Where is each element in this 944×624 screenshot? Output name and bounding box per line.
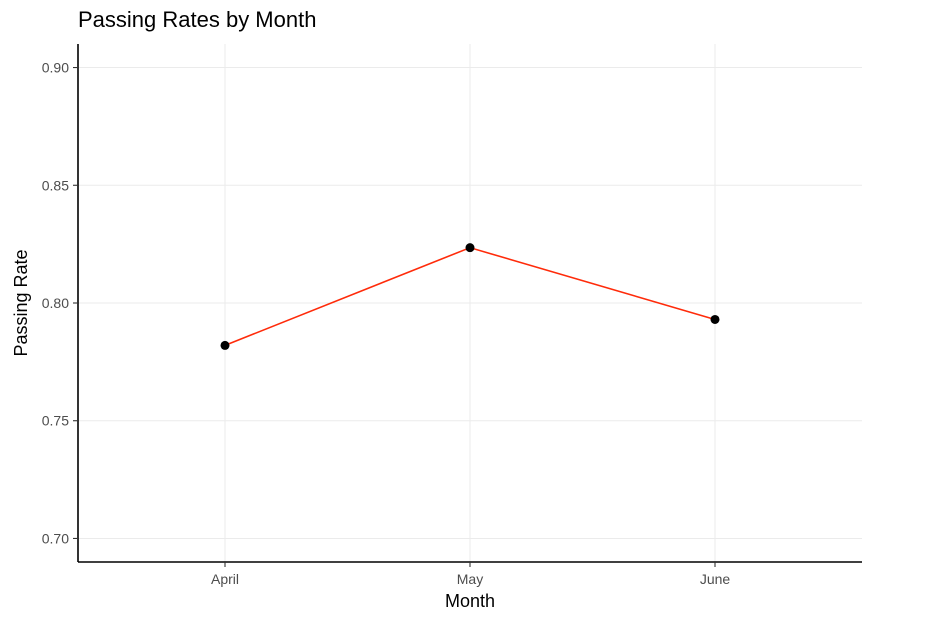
y-ticks: 0.70 0.75 0.80 0.85 0.90	[42, 60, 78, 546]
x-axis-title: Month	[445, 591, 495, 611]
y-axis-title: Passing Rate	[11, 249, 31, 356]
y-tick-label: 0.70	[42, 530, 69, 546]
data-point	[710, 314, 720, 324]
y-tick-label: 0.80	[42, 295, 69, 311]
chart-title: Passing Rates by Month	[78, 7, 316, 32]
y-tick-label: 0.90	[42, 60, 69, 76]
x-tick-label: June	[700, 571, 731, 587]
series	[220, 243, 720, 350]
y-tick-label: 0.85	[42, 177, 69, 193]
y-tick-label: 0.75	[42, 413, 69, 429]
x-tick-label: April	[211, 571, 239, 587]
data-point	[465, 243, 475, 253]
x-ticks: April May June	[211, 562, 730, 587]
data-point	[220, 340, 230, 350]
x-tick-label: May	[457, 571, 483, 587]
grid	[78, 44, 862, 562]
